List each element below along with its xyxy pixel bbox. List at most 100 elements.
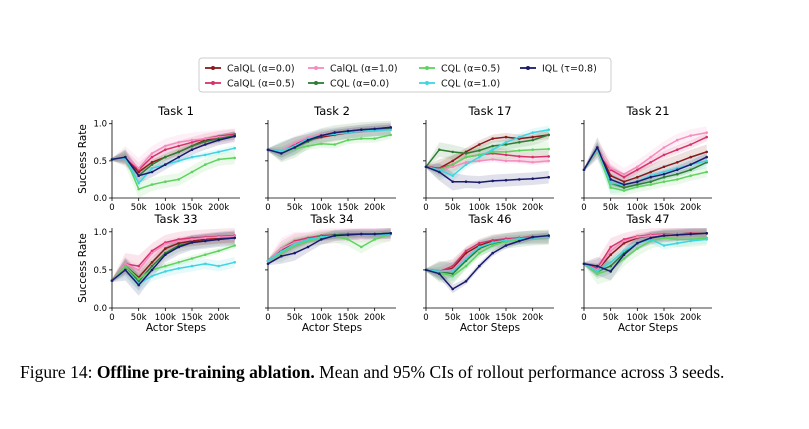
data-point bbox=[204, 239, 207, 243]
data-point bbox=[320, 142, 323, 146]
confidence-band bbox=[112, 231, 235, 285]
data-point bbox=[360, 245, 363, 249]
data-point bbox=[662, 170, 666, 174]
data-point bbox=[649, 234, 652, 237]
data-point bbox=[478, 155, 481, 159]
x-tick-label: 150k bbox=[495, 313, 516, 323]
data-point bbox=[204, 140, 207, 143]
data-point bbox=[451, 163, 455, 166]
data-point bbox=[190, 141, 194, 144]
series-line bbox=[267, 126, 391, 155]
data-point bbox=[164, 264, 167, 268]
subplot-title: Task 33 bbox=[153, 212, 197, 226]
data-point bbox=[190, 144, 194, 148]
data-point bbox=[705, 131, 708, 134]
data-point bbox=[164, 163, 167, 166]
confidence-band bbox=[584, 133, 707, 182]
data-point bbox=[705, 155, 708, 159]
confidence-band bbox=[268, 122, 391, 161]
data-point bbox=[137, 187, 140, 191]
confidence-band bbox=[268, 228, 391, 263]
data-point bbox=[705, 238, 708, 241]
data-point bbox=[320, 235, 323, 239]
data-point bbox=[547, 133, 550, 137]
series-line bbox=[583, 232, 707, 273]
data-point bbox=[676, 172, 679, 176]
x-tick-label: 0 bbox=[109, 203, 114, 213]
data-point bbox=[110, 158, 114, 161]
data-point bbox=[137, 174, 140, 177]
legend-item: CalQL (α=0.0) bbox=[205, 64, 295, 75]
data-point bbox=[438, 148, 441, 151]
data-point bbox=[438, 270, 441, 273]
data-point bbox=[689, 143, 692, 146]
confidence-band bbox=[112, 148, 235, 198]
x-tick-label: 0 bbox=[581, 203, 586, 213]
data-point bbox=[662, 146, 666, 149]
data-point bbox=[596, 146, 599, 149]
data-point bbox=[280, 254, 283, 258]
legend-item: CQL (α=0.0) bbox=[308, 79, 389, 90]
data-point bbox=[280, 152, 283, 155]
data-point bbox=[373, 137, 377, 140]
data-point bbox=[306, 138, 310, 142]
caption-text: Mean and 95% CIs of rollout performance … bbox=[319, 362, 725, 382]
data-point bbox=[204, 262, 207, 266]
data-point bbox=[464, 257, 468, 260]
subplot-title: Task 17 bbox=[467, 104, 511, 118]
x-tick-label: 200k bbox=[364, 203, 385, 213]
x-tick-label: 0 bbox=[423, 203, 428, 213]
subplot-title: Task 2 bbox=[313, 104, 350, 118]
data-point bbox=[689, 163, 692, 166]
data-point bbox=[137, 181, 140, 185]
x-tick-label: 100k bbox=[627, 313, 648, 323]
data-point bbox=[676, 178, 679, 181]
legend-item: IQL (τ=0.8) bbox=[520, 64, 597, 75]
subplot-title: Task 46 bbox=[467, 212, 511, 226]
data-point bbox=[636, 175, 639, 179]
data-point bbox=[360, 232, 363, 236]
data-point bbox=[504, 159, 508, 163]
data-point bbox=[662, 175, 666, 179]
data-point bbox=[622, 249, 626, 253]
series-line bbox=[111, 156, 235, 190]
data-point bbox=[636, 183, 639, 186]
data-point bbox=[177, 144, 180, 148]
legend-label: CQL (α=1.0) bbox=[441, 79, 500, 90]
data-point bbox=[177, 245, 180, 249]
data-point bbox=[389, 128, 393, 131]
y-tick-label: 1.0 bbox=[93, 120, 107, 130]
data-point bbox=[649, 155, 652, 159]
data-point bbox=[705, 159, 708, 163]
data-point bbox=[622, 257, 626, 260]
data-point bbox=[464, 254, 468, 258]
series-line bbox=[111, 147, 235, 184]
data-point bbox=[137, 264, 140, 268]
data-point bbox=[547, 234, 550, 237]
data-point bbox=[478, 264, 481, 268]
data-point bbox=[464, 249, 468, 253]
data-point bbox=[360, 128, 363, 131]
data-point bbox=[491, 137, 495, 140]
data-point bbox=[451, 180, 455, 183]
y-tick-label: 0.5 bbox=[93, 266, 107, 276]
data-point bbox=[676, 148, 679, 151]
legend-marker bbox=[314, 81, 318, 85]
data-point bbox=[190, 238, 194, 241]
data-point bbox=[373, 127, 377, 131]
legend-item: CQL (α=1.0) bbox=[419, 79, 500, 90]
data-point bbox=[531, 235, 534, 239]
data-point bbox=[662, 165, 666, 169]
data-point bbox=[333, 234, 337, 237]
data-point bbox=[280, 149, 283, 153]
series-line bbox=[425, 158, 549, 171]
x-tick-label: 50k bbox=[445, 313, 461, 323]
data-point bbox=[596, 270, 599, 273]
data-point bbox=[547, 155, 550, 158]
legend-marker bbox=[526, 66, 530, 70]
data-point bbox=[190, 138, 194, 142]
x-tick-label: 200k bbox=[364, 313, 385, 323]
data-point bbox=[137, 277, 140, 281]
data-point bbox=[233, 135, 236, 138]
